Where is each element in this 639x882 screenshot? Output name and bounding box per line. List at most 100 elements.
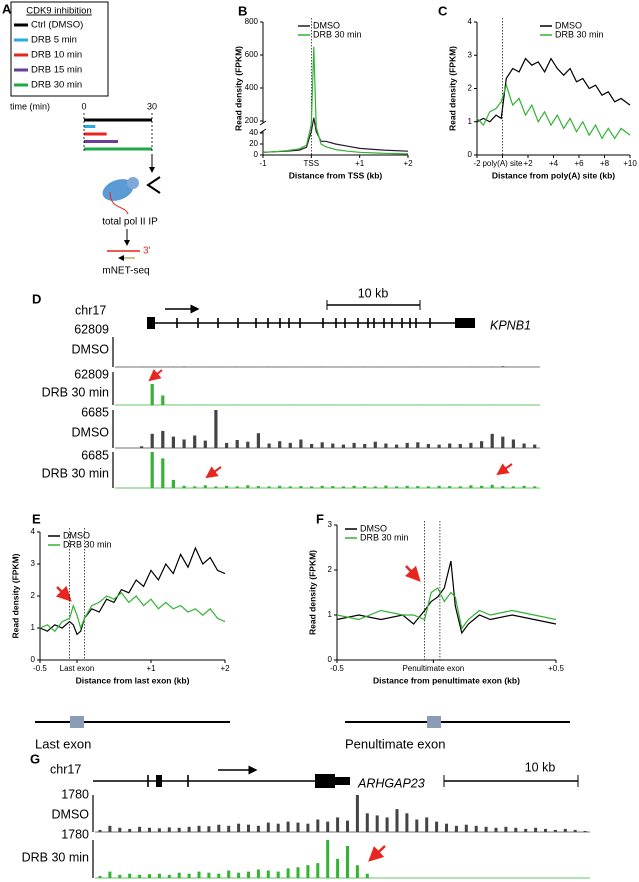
signal-bar <box>118 827 122 832</box>
signal-bar <box>150 384 154 405</box>
y-tick-label: 20 <box>249 139 258 148</box>
gene-label: ARHGAP23 <box>357 776 425 790</box>
y-tick-label: 200 <box>245 116 259 125</box>
signal-bar <box>355 795 359 832</box>
track-name: DMSO <box>72 342 110 356</box>
y-tick-label: 0 <box>468 150 473 159</box>
signal-bar <box>524 828 528 832</box>
signal-bar <box>108 871 112 878</box>
exon <box>315 774 335 788</box>
signal-bar <box>501 486 505 488</box>
y-tick-label: 0 <box>254 150 259 159</box>
signal-bar <box>494 827 498 832</box>
signal-bar <box>296 822 300 832</box>
axis-break <box>259 128 267 134</box>
signal-bar <box>573 829 577 832</box>
arrow <box>368 845 386 862</box>
signal-bar <box>437 444 441 448</box>
x-tick-label: +1 <box>146 664 156 673</box>
signal-bar <box>405 485 409 488</box>
track-max: 6685 <box>81 448 109 462</box>
panel-label: C <box>438 3 448 18</box>
signal-bar <box>365 873 369 878</box>
y-tick-label: 3 <box>468 50 473 59</box>
signal-bar <box>416 486 420 488</box>
x-tick-label: -2 <box>473 159 481 168</box>
legend-title: CDK9 inhibition <box>26 6 91 17</box>
x-tick-label: +6 <box>574 159 584 168</box>
signal-bar <box>384 485 388 488</box>
signal-bar <box>157 828 161 832</box>
signal-bar <box>167 874 171 878</box>
series-line <box>262 46 409 155</box>
signal-bar <box>207 872 211 878</box>
track-max: 1780 <box>61 787 89 801</box>
signal-bar <box>484 826 488 832</box>
signal-bar <box>193 486 197 488</box>
signal-bar <box>161 430 165 448</box>
legend-label: DRB 15 min <box>31 65 82 76</box>
signal-bar <box>235 486 239 488</box>
y-tick-label: 40 <box>249 128 258 137</box>
x-tick-label: poly(A) site <box>482 159 523 168</box>
signal-bar <box>276 871 280 878</box>
method-label: mNET-seq <box>102 266 149 277</box>
signal-bar <box>171 436 175 448</box>
signal-bar <box>207 826 211 832</box>
signal-bar <box>299 439 303 448</box>
caption: Penultimate exon <box>345 736 445 751</box>
track-name: DMSO <box>72 425 110 439</box>
panel-label: D <box>32 291 41 306</box>
signal-bar <box>108 825 112 832</box>
signal-bar <box>426 486 430 488</box>
signal-bar <box>352 442 356 448</box>
signal-bar <box>375 815 379 832</box>
signal-bar <box>474 825 478 832</box>
x-tick-label: -1 <box>259 159 267 168</box>
signal-bar <box>458 444 462 448</box>
signal-bar <box>416 442 420 448</box>
signal-bar <box>237 872 241 878</box>
signal-bar <box>214 486 218 488</box>
signal-bar <box>310 444 314 448</box>
signal-bar <box>395 809 399 832</box>
signal-bar <box>217 824 221 832</box>
signal-bar <box>235 440 239 448</box>
x-tick-label: +2 <box>220 664 230 673</box>
y-axis-label: Read density (FPKM) <box>447 46 457 131</box>
signal-bar <box>225 485 229 488</box>
rna <box>109 191 129 215</box>
legend-label: DMSO <box>63 530 90 540</box>
signal-bar <box>161 458 165 488</box>
signal-bar <box>140 446 144 448</box>
y-axis-label: Read density (FPKM) <box>10 553 20 638</box>
track-max: 62809 <box>74 322 109 336</box>
x-axis-label: Distance from penultimate exon (kb) <box>373 675 520 685</box>
signal-bar <box>445 823 448 832</box>
signal-bar <box>214 410 218 448</box>
scale-label: 10 kb <box>358 286 389 300</box>
signal-bar <box>435 821 439 832</box>
signal-bar <box>469 442 473 448</box>
signal-bar <box>167 827 171 832</box>
time-label: time (min) <box>10 101 50 111</box>
signal-bar <box>266 822 270 832</box>
signal-bar <box>217 873 221 878</box>
legend-label: DMSO <box>360 523 387 533</box>
y-axis-label: Read density (FPKM) <box>233 46 243 131</box>
legend-label: DRB 30 min <box>31 80 82 91</box>
x-axis-label: Distance from last exon (kb) <box>76 675 190 685</box>
legend-label: DRB 5 min <box>31 35 77 46</box>
signal-bar <box>150 452 154 488</box>
signal-bar <box>373 486 377 488</box>
signal-bar <box>150 433 154 448</box>
signal-bar <box>563 828 567 832</box>
y-tick-label: 3 <box>328 520 333 529</box>
signal-bar <box>553 829 557 832</box>
series-line <box>476 57 631 123</box>
signal-bar <box>341 444 345 448</box>
x-axis-label: Distance from poly(A) site (kb) <box>492 170 615 180</box>
signal-bar <box>490 433 494 448</box>
signal-bar <box>331 443 335 448</box>
